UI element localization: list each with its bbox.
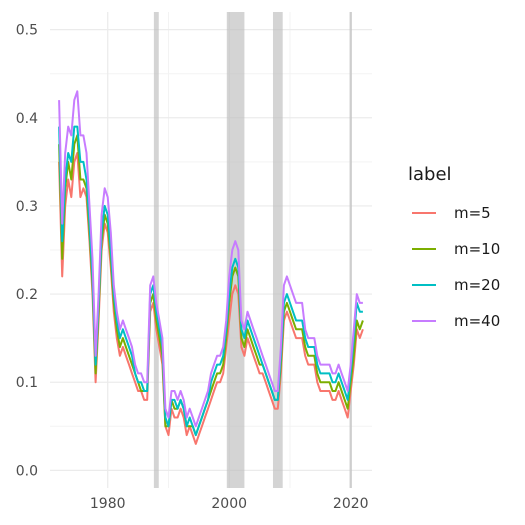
legend-label: m=40 bbox=[454, 312, 500, 330]
y-tick-label: 0.2 bbox=[16, 287, 38, 303]
y-tick-label: 0.1 bbox=[16, 375, 38, 391]
series-line bbox=[58, 125, 363, 437]
x-tick-label: 2020 bbox=[333, 496, 369, 512]
series-line bbox=[58, 90, 363, 428]
y-axis-tick-labels: 0.0 0.1 0.2 0.3 0.4 0.5 bbox=[16, 23, 38, 480]
x-tick-label: 1980 bbox=[90, 496, 126, 512]
legend-title: label bbox=[408, 164, 452, 185]
recession-band bbox=[226, 12, 245, 488]
legend-items: m=5 m=10 m=20 m=40 bbox=[412, 204, 500, 330]
x-axis-tick-labels: 1980 2000 2020 bbox=[90, 496, 369, 512]
recession-band bbox=[272, 12, 283, 488]
series-lines bbox=[58, 90, 364, 445]
plot-panel bbox=[50, 12, 372, 488]
legend: label m=5 m=10 m=20 m=40 bbox=[408, 164, 500, 330]
y-tick-label: 0.0 bbox=[16, 463, 38, 479]
x-tick-label: 2000 bbox=[211, 496, 247, 512]
legend-label: m=10 bbox=[454, 240, 500, 258]
y-tick-label: 0.5 bbox=[16, 23, 38, 39]
y-tick-label: 0.4 bbox=[16, 111, 38, 127]
recession-bands bbox=[153, 12, 352, 488]
legend-label: m=5 bbox=[454, 204, 491, 222]
grid-lines bbox=[50, 12, 372, 488]
recession-band bbox=[153, 12, 159, 488]
recession-band bbox=[349, 12, 352, 488]
legend-label: m=20 bbox=[454, 276, 500, 294]
y-tick-label: 0.3 bbox=[16, 199, 38, 215]
